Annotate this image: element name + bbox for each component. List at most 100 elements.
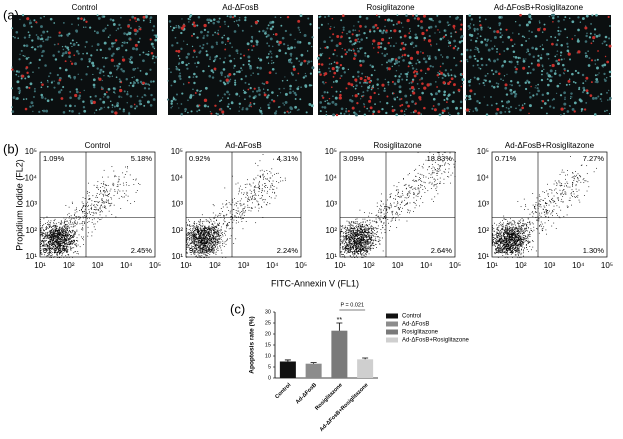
cell xyxy=(376,83,379,86)
event xyxy=(192,240,194,242)
cell xyxy=(109,18,113,21)
cell xyxy=(118,107,122,110)
event xyxy=(262,175,264,177)
event xyxy=(224,241,226,243)
event xyxy=(255,195,257,196)
event xyxy=(236,202,238,204)
event xyxy=(61,234,63,236)
event xyxy=(45,234,47,236)
cell xyxy=(389,44,392,47)
cell xyxy=(537,83,539,86)
event xyxy=(69,229,70,231)
x-tick-label: 10¹ xyxy=(180,261,192,270)
event xyxy=(43,238,45,239)
event xyxy=(58,242,60,244)
event xyxy=(214,246,216,247)
cell xyxy=(534,87,536,89)
event xyxy=(250,210,252,212)
event xyxy=(68,217,70,219)
event xyxy=(197,252,199,253)
event xyxy=(44,249,46,251)
event xyxy=(107,196,109,197)
cell xyxy=(484,79,487,82)
event xyxy=(82,221,83,223)
event xyxy=(73,217,75,219)
cell xyxy=(550,35,552,38)
cell xyxy=(57,50,60,53)
cell xyxy=(77,73,80,76)
cell xyxy=(404,94,408,98)
event xyxy=(392,210,394,212)
event xyxy=(118,180,120,182)
cell xyxy=(170,99,174,103)
event xyxy=(74,232,76,234)
cell xyxy=(153,34,156,37)
event xyxy=(54,240,55,242)
event xyxy=(225,257,227,258)
event xyxy=(196,230,198,232)
event xyxy=(57,247,59,249)
event xyxy=(54,243,55,245)
event xyxy=(50,235,52,237)
event xyxy=(195,233,197,235)
cell xyxy=(455,106,459,110)
event xyxy=(210,244,212,245)
cell xyxy=(461,73,464,75)
cell xyxy=(488,80,492,83)
event xyxy=(202,249,204,250)
cell xyxy=(432,65,434,68)
event xyxy=(40,238,41,240)
event xyxy=(194,253,196,255)
event xyxy=(258,194,259,196)
event xyxy=(88,192,90,193)
event xyxy=(40,234,42,236)
event xyxy=(50,251,52,253)
event xyxy=(55,240,57,241)
cell xyxy=(332,81,335,83)
event xyxy=(193,227,195,229)
event xyxy=(194,240,196,241)
event xyxy=(98,209,100,211)
cell xyxy=(227,105,230,108)
cell xyxy=(387,81,390,84)
event xyxy=(196,244,198,246)
event xyxy=(200,233,202,235)
event xyxy=(397,195,399,197)
event xyxy=(263,170,265,172)
event xyxy=(190,239,192,241)
event xyxy=(371,239,373,241)
event xyxy=(51,243,53,244)
cell xyxy=(103,92,107,96)
event xyxy=(66,244,68,245)
event xyxy=(187,237,189,238)
event xyxy=(208,249,210,251)
event xyxy=(49,254,50,256)
cell xyxy=(361,59,365,63)
event xyxy=(203,232,205,234)
event xyxy=(260,175,262,177)
event xyxy=(86,212,87,214)
cell xyxy=(450,32,453,35)
cell xyxy=(416,17,420,21)
event xyxy=(243,192,245,194)
cell xyxy=(402,47,406,51)
cell xyxy=(126,33,129,36)
quadrant-value: 91.28% xyxy=(43,246,69,255)
cell xyxy=(364,55,366,57)
cell xyxy=(267,24,270,27)
cell xyxy=(476,77,480,81)
event xyxy=(78,218,80,220)
event xyxy=(51,230,53,232)
cell xyxy=(512,90,516,94)
event xyxy=(120,208,122,209)
cell xyxy=(29,61,32,64)
event xyxy=(196,227,198,228)
event xyxy=(42,225,43,227)
event xyxy=(59,228,61,230)
cell xyxy=(43,15,45,18)
event xyxy=(70,221,72,222)
cell xyxy=(226,15,229,18)
event xyxy=(74,220,76,222)
cell xyxy=(603,40,606,43)
cell xyxy=(86,52,89,55)
